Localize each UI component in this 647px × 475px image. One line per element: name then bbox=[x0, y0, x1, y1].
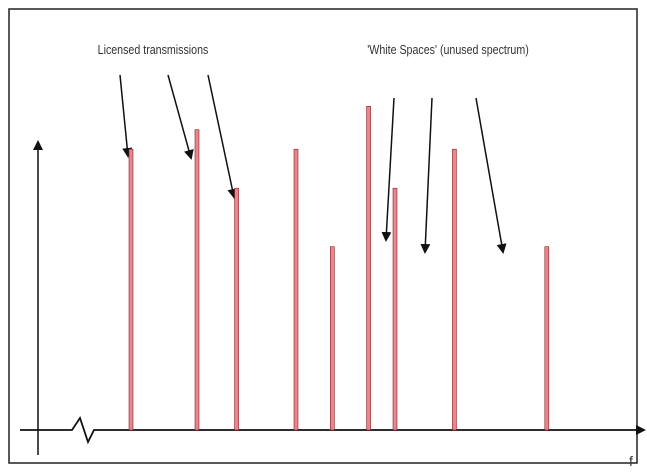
frequency-axis-label: f bbox=[629, 453, 633, 469]
white-space-arrow-1 bbox=[381, 97, 395, 242]
signal-spike-1 bbox=[128, 148, 134, 431]
white-space-arrow-3 bbox=[475, 97, 507, 254]
licensed-arrow-3 bbox=[207, 74, 238, 199]
signal-spike-4 bbox=[293, 148, 299, 431]
signal-spike-2 bbox=[194, 129, 200, 431]
signal-spike-8 bbox=[452, 148, 457, 431]
signal-spike-6 bbox=[366, 106, 371, 431]
frequency-axis bbox=[20, 415, 636, 445]
signal-spike-3 bbox=[234, 187, 239, 431]
signal-spikes bbox=[128, 106, 550, 431]
licensed-transmissions-label: Licensed transmissions bbox=[98, 42, 209, 57]
frequency-axis-arrowhead bbox=[636, 425, 646, 435]
white-space-arrow-2 bbox=[420, 97, 433, 254]
diagram-frame bbox=[8, 8, 638, 464]
signal-spike-5 bbox=[329, 246, 335, 431]
signal-spike-9 bbox=[544, 246, 550, 431]
licensed-arrow-1 bbox=[119, 74, 133, 158]
signal-spike-7 bbox=[392, 187, 398, 431]
licensed-arrow-2 bbox=[167, 74, 194, 160]
white-spaces-label: 'White Spaces' (unused spectrum) bbox=[367, 42, 529, 57]
